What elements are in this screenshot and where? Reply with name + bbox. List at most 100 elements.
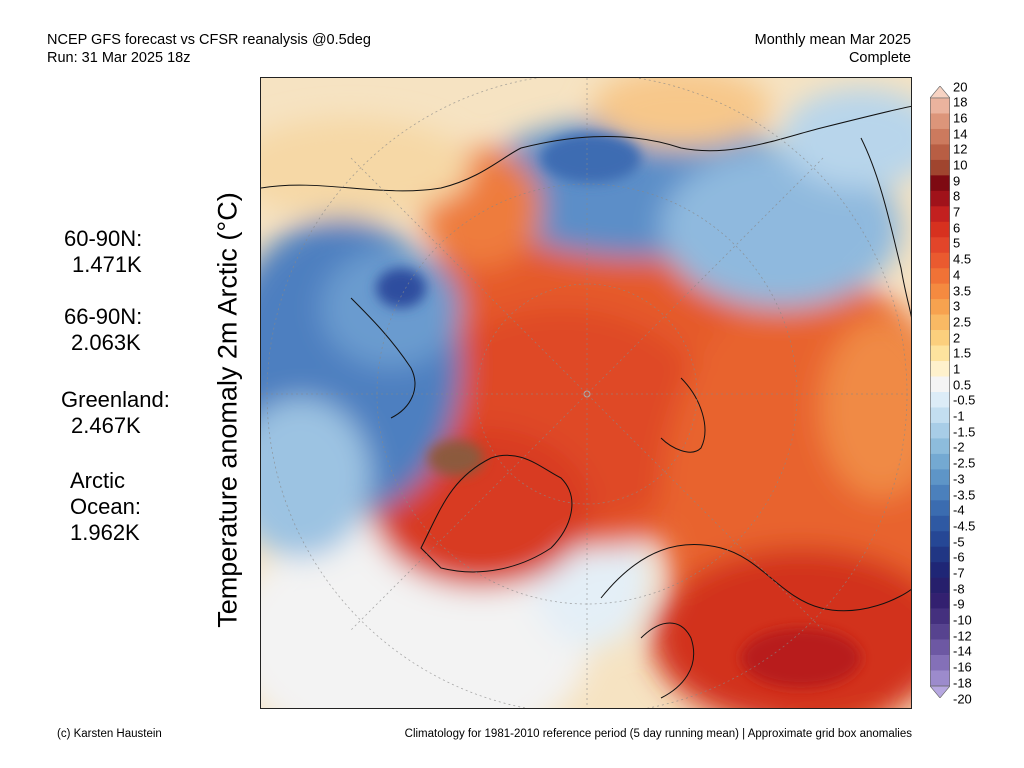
colorbar-swatch <box>930 593 950 609</box>
header-left: NCEP GFS forecast vs CFSR reanalysis @0.… <box>47 31 371 67</box>
colorbar-label: -0.5 <box>953 392 976 408</box>
axis-label: Temperature anomaly 2m Arctic (°C) <box>212 192 243 628</box>
stat-label: Greenland: <box>61 387 170 412</box>
colorbar-swatch <box>930 655 950 671</box>
colorbar-swatch <box>930 639 950 656</box>
colorbar-label: 4 <box>953 267 961 283</box>
colorbar-swatch <box>930 577 950 594</box>
colorbar-swatch <box>930 190 950 207</box>
colorbar-label: -14 <box>953 643 972 659</box>
stat-66-90n: 66-90N: 2.063K <box>64 304 142 356</box>
colorbar-label: -16 <box>953 659 972 675</box>
colorbar-label: -10 <box>953 612 972 628</box>
coastlines <box>261 105 911 699</box>
stat-label: 60-90N: <box>64 226 143 251</box>
colorbar-label: -9 <box>953 596 965 612</box>
colorbar-label: 1 <box>953 361 961 377</box>
colorbar-label: -3.5 <box>953 487 976 502</box>
stat-label-2: Ocean: <box>70 494 141 519</box>
colorbar-swatch <box>930 314 950 331</box>
colorbar-label: -2.5 <box>953 455 976 471</box>
colorbar-swatch <box>930 624 950 640</box>
colorbar-swatch <box>930 562 950 578</box>
colorbar-label: -12 <box>953 628 972 644</box>
colorbar-label: 0.5 <box>953 377 972 393</box>
colorbar-swatch <box>930 252 950 269</box>
colorbar-swatch <box>930 469 950 486</box>
colorbar-label: -4.5 <box>953 518 976 534</box>
colorbar-swatch <box>930 422 950 439</box>
colorbar-label: 20 <box>953 79 968 94</box>
colorbar-label: 18 <box>953 94 968 110</box>
colorbar-swatch <box>930 221 950 238</box>
colorbar-swatch <box>930 159 950 176</box>
stat-value: 1.962K <box>70 520 140 545</box>
north-pole-marker <box>583 390 591 398</box>
colorbar-label: -6 <box>953 549 965 565</box>
colorbar-bottom-arrow <box>930 685 950 698</box>
colorbar-label: 10 <box>953 157 968 173</box>
stat-arctic-ocean: Arctic Ocean: 1.962K <box>70 468 141 546</box>
colorbar-swatch <box>930 438 950 455</box>
colorbar-swatch <box>930 500 950 517</box>
colorbar-swatch <box>930 299 950 315</box>
colorbar-label: -8 <box>953 581 965 597</box>
stat-value: 2.467K <box>71 413 141 438</box>
colorbar-swatch <box>930 237 950 254</box>
graticule <box>261 78 911 708</box>
colorbar-label: 2 <box>953 330 961 346</box>
colorbar-label: -5 <box>953 534 965 550</box>
colorbar-swatch <box>930 330 950 346</box>
colorbar-swatch <box>930 113 950 130</box>
colorbar-label: -4 <box>953 502 965 518</box>
copyright: (c) Karsten Haustein <box>57 728 162 740</box>
period-title: Monthly mean Mar 2025 <box>754 32 911 48</box>
colorbar-label: 6 <box>953 220 961 236</box>
colorbar-label: 14 <box>953 126 968 142</box>
colorbar-frame <box>930 97 950 687</box>
colorbar-label: -1.5 <box>953 424 976 440</box>
stat-label: 66-90N: <box>64 304 143 329</box>
colorbar-swatch <box>930 531 950 548</box>
colorbar-label: -18 <box>953 675 972 691</box>
colorbar-swatch <box>930 128 950 145</box>
colorbar <box>930 86 950 698</box>
colorbar-label: -20 <box>953 691 972 706</box>
stat-label: Arctic <box>70 468 125 493</box>
colorbar-label: 5 <box>953 235 961 251</box>
colorbar-swatch <box>930 484 950 501</box>
colorbar-label: 8 <box>953 188 961 204</box>
colorbar-swatch <box>930 283 950 300</box>
colorbar-label: -3 <box>953 471 965 487</box>
colorbar-label: 3 <box>953 298 961 314</box>
colorbar-label: 12 <box>953 141 968 157</box>
run-time: Run: 31 Mar 2025 18z <box>47 50 191 66</box>
anomaly-map <box>260 77 912 709</box>
colorbar-label: -2 <box>953 439 965 455</box>
colorbar-label: -7 <box>953 565 965 581</box>
colorbar-label: 1.5 <box>953 345 972 361</box>
reference-note: Climatology for 1981-2010 reference peri… <box>404 728 912 740</box>
stat-value: 2.063K <box>71 330 141 355</box>
colorbar-swatch <box>930 144 950 161</box>
colorbar-swatch <box>930 392 950 408</box>
colorbar-swatch <box>930 670 950 687</box>
stat-greenland: Greenland: 2.467K <box>61 387 170 439</box>
colorbar-swatch <box>930 407 950 424</box>
colorbar-label: 7 <box>953 204 961 220</box>
colorbar-swatch <box>930 361 950 377</box>
colorbar-swatch <box>930 206 950 223</box>
colorbar-swatch <box>930 345 950 362</box>
colorbar-labels: 20 18 16 14 12 10 9 8 7 6 5 4.5 4 3.5 3 2.5 2 1.5 1 0.5 -0.5… <box>953 80 1003 705</box>
colorbar-label: 2.5 <box>953 314 972 330</box>
colorbar-top-arrow <box>930 86 950 99</box>
stat-60-90n: 60-90N: 1.471K <box>64 226 142 278</box>
anomaly-field <box>261 78 911 708</box>
colorbar-swatch <box>930 175 950 192</box>
colorbar-swatch <box>930 98 950 114</box>
anomaly-peaks <box>376 133 861 688</box>
colorbar-swatch <box>930 546 950 563</box>
colorbar-label: -1 <box>953 408 965 424</box>
completion-status: Complete <box>848 50 911 66</box>
colorbar-label: 9 <box>953 173 961 189</box>
